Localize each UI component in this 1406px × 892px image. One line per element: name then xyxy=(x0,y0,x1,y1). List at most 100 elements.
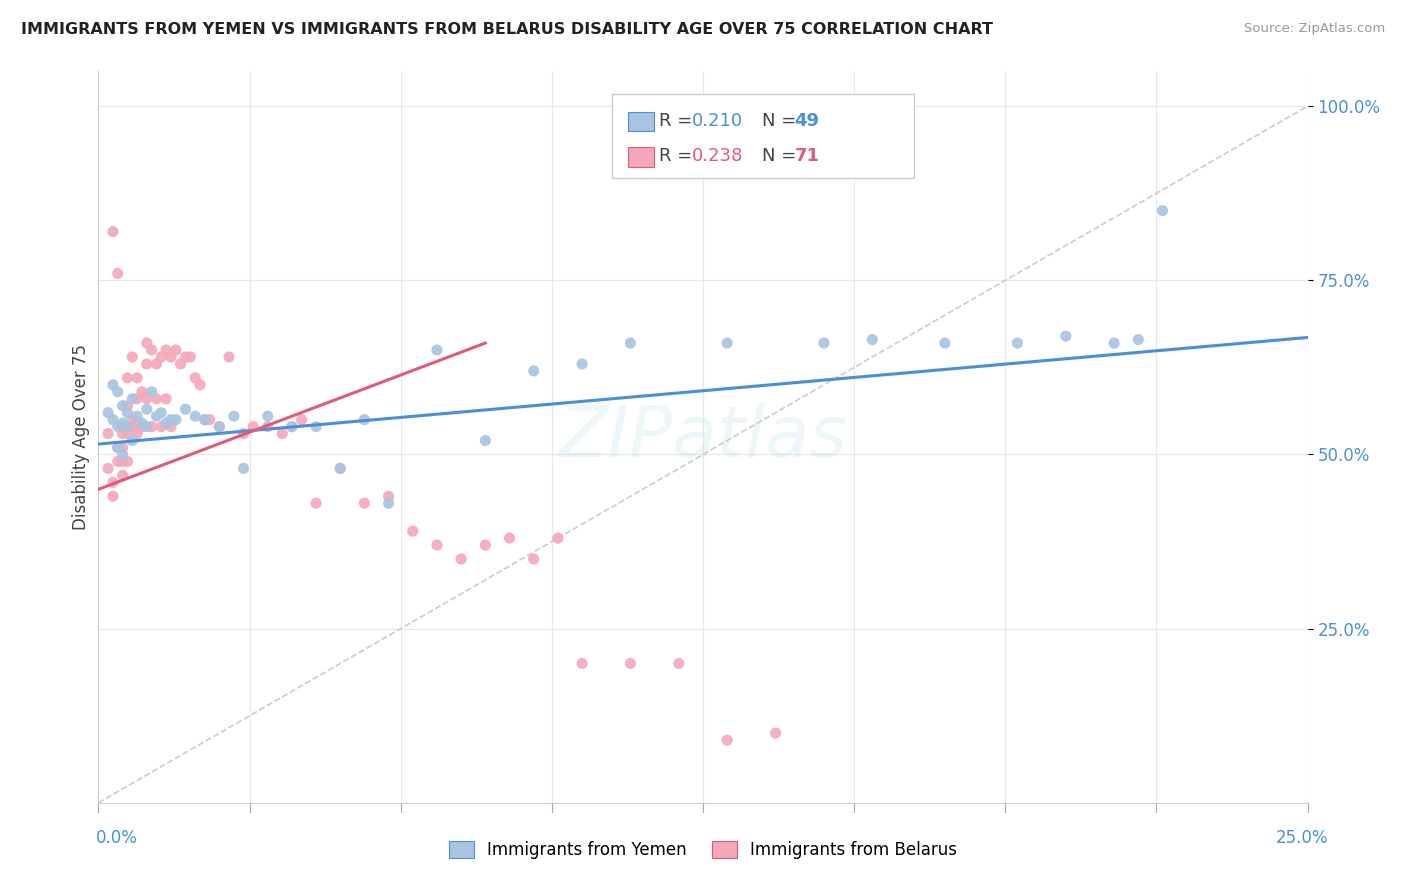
Point xyxy=(101,377,124,392)
Point xyxy=(131,419,153,434)
Point xyxy=(101,225,124,239)
Point xyxy=(117,399,139,413)
Point xyxy=(716,733,738,747)
Point xyxy=(111,441,134,455)
Point xyxy=(716,336,738,351)
Point xyxy=(155,416,177,430)
Point xyxy=(377,496,399,510)
Point xyxy=(218,350,240,364)
Point xyxy=(474,434,496,448)
Point xyxy=(232,461,254,475)
Point xyxy=(121,434,143,448)
Point xyxy=(619,336,641,351)
Text: 25.0%: 25.0% xyxy=(1277,829,1329,847)
Point xyxy=(135,419,157,434)
Text: 0.210: 0.210 xyxy=(692,112,742,129)
Point xyxy=(155,343,177,357)
Point xyxy=(184,371,207,385)
Point xyxy=(1128,333,1150,347)
Point xyxy=(281,419,304,434)
Point xyxy=(101,412,124,426)
Point xyxy=(160,419,183,434)
Point xyxy=(101,475,124,490)
Text: 0.238: 0.238 xyxy=(692,147,744,165)
Point xyxy=(107,384,129,399)
Point xyxy=(107,441,129,455)
Point xyxy=(934,336,956,351)
Point xyxy=(353,496,375,510)
Point xyxy=(111,426,134,441)
Point xyxy=(127,409,149,424)
Point xyxy=(547,531,569,545)
Point xyxy=(1007,336,1029,351)
Point xyxy=(127,392,149,406)
Point xyxy=(141,419,163,434)
Point xyxy=(117,419,139,434)
Text: R =: R = xyxy=(659,147,699,165)
Point xyxy=(765,726,787,740)
Point xyxy=(198,412,221,426)
Point xyxy=(450,552,472,566)
Point xyxy=(242,419,264,434)
Point xyxy=(97,461,120,475)
Point xyxy=(402,524,425,538)
Point xyxy=(107,266,129,280)
Point xyxy=(155,392,177,406)
Point xyxy=(305,419,328,434)
Point xyxy=(281,419,304,434)
Point xyxy=(131,384,153,399)
Point xyxy=(1102,336,1125,351)
Point xyxy=(165,412,187,426)
Point xyxy=(117,426,139,441)
Point xyxy=(256,409,278,424)
Point xyxy=(860,333,883,347)
Point xyxy=(1054,329,1077,343)
Point xyxy=(121,412,143,426)
Point xyxy=(141,384,163,399)
Point xyxy=(194,412,217,426)
Point xyxy=(131,416,153,430)
Point xyxy=(107,441,129,455)
Point xyxy=(97,426,120,441)
Point xyxy=(668,657,690,671)
Point xyxy=(97,406,120,420)
Point xyxy=(135,402,157,417)
Point xyxy=(1152,203,1174,218)
Point xyxy=(117,454,139,468)
Point xyxy=(174,350,197,364)
Point xyxy=(150,406,173,420)
Point xyxy=(169,357,191,371)
Point xyxy=(498,531,520,545)
Point xyxy=(135,357,157,371)
Point xyxy=(474,538,496,552)
Text: ZIPatlas: ZIPatlas xyxy=(558,402,848,472)
Point xyxy=(353,412,375,426)
Point xyxy=(111,416,134,430)
Point xyxy=(523,364,546,378)
Point xyxy=(426,343,449,357)
Point xyxy=(208,419,231,434)
Text: R =: R = xyxy=(659,112,699,129)
Text: N =: N = xyxy=(762,112,801,129)
Point xyxy=(160,350,183,364)
Point xyxy=(121,350,143,364)
Point xyxy=(150,350,173,364)
Text: 0.0%: 0.0% xyxy=(96,829,138,847)
Point xyxy=(188,377,211,392)
Point xyxy=(145,392,167,406)
Point xyxy=(145,409,167,424)
Point xyxy=(111,399,134,413)
Point xyxy=(329,461,352,475)
Point xyxy=(377,489,399,503)
Point xyxy=(127,371,149,385)
Point xyxy=(426,538,449,552)
Point xyxy=(111,419,134,434)
Point xyxy=(101,489,124,503)
Point xyxy=(232,426,254,441)
Point xyxy=(127,426,149,441)
Point xyxy=(107,419,129,434)
Text: Source: ZipAtlas.com: Source: ZipAtlas.com xyxy=(1244,22,1385,36)
Point xyxy=(111,419,134,434)
Point xyxy=(813,336,835,351)
Point xyxy=(222,409,245,424)
